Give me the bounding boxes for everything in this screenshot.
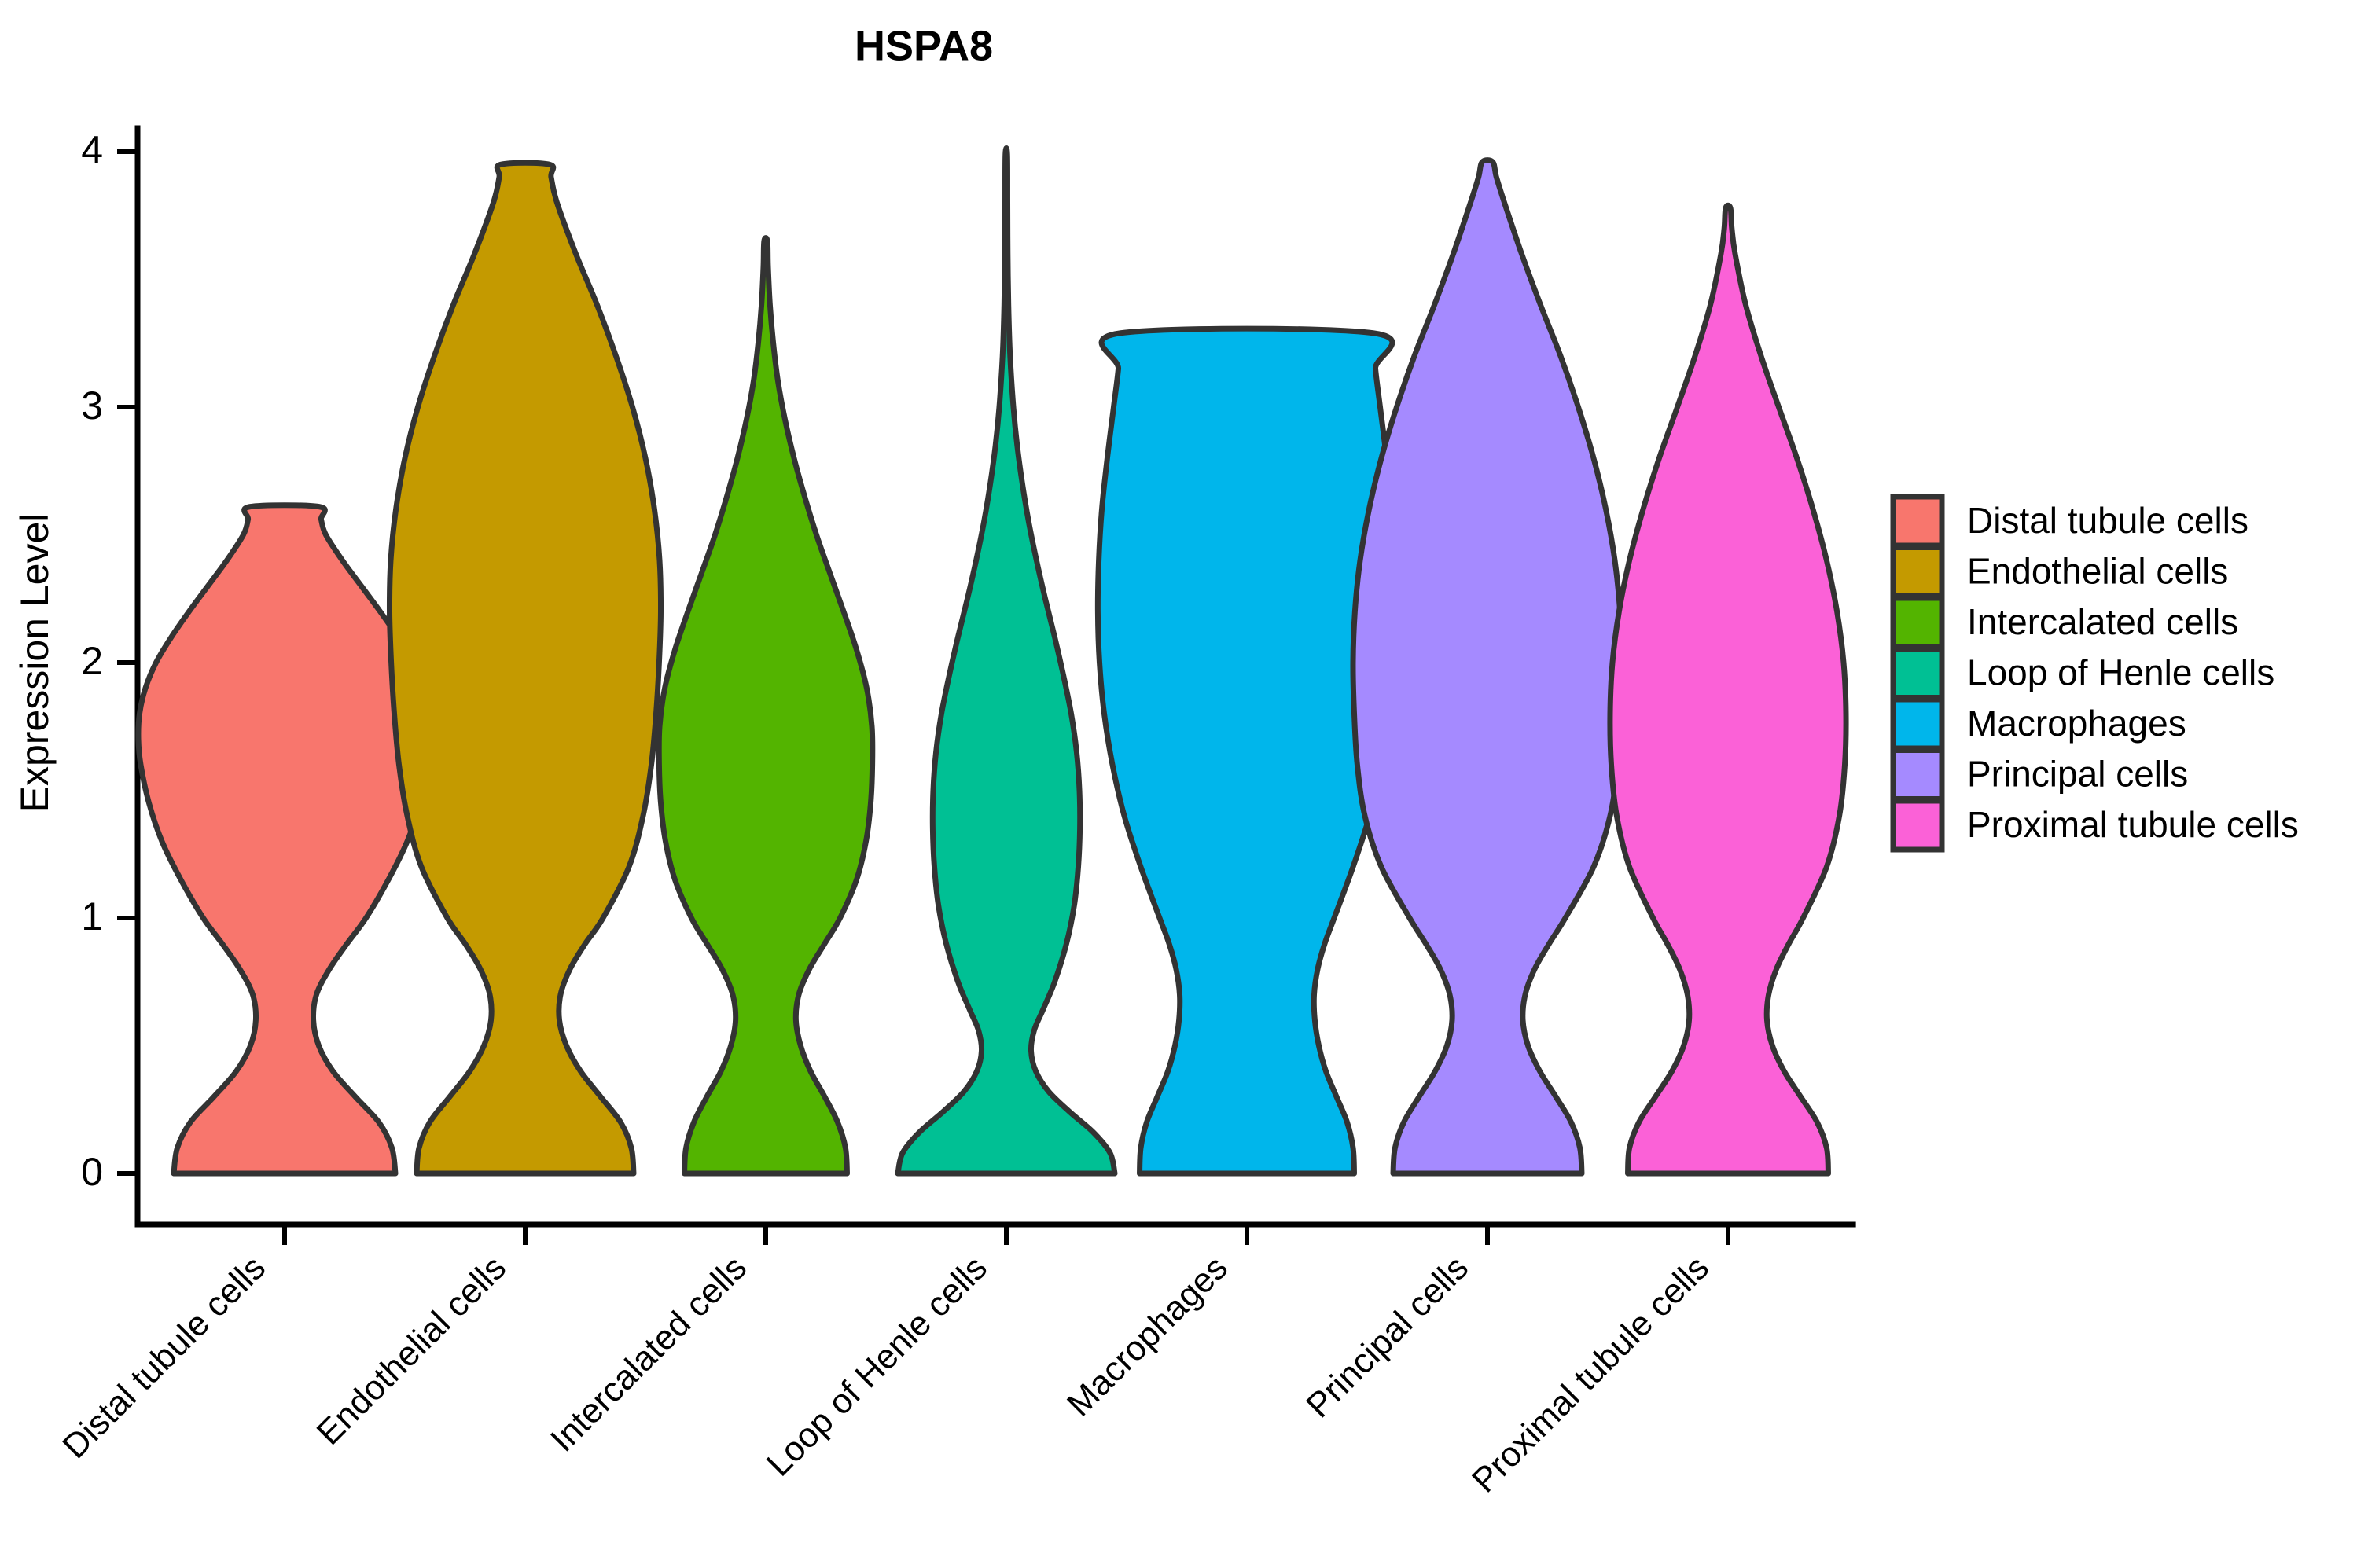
legend-swatch-6[interactable] xyxy=(1890,747,1945,802)
violin-shape xyxy=(895,145,1118,1177)
x-axis-label-4: Loop of Henle cells xyxy=(759,1248,995,1483)
legend-swatch-2[interactable] xyxy=(1890,545,1945,599)
legend: Distal tubule cells Endothelial cells Inte… xyxy=(1890,494,2299,853)
page-title: HSPA8 xyxy=(855,22,993,69)
legend-swatch-3[interactable] xyxy=(1890,595,1945,650)
legend-label-1: Distal tubule cells xyxy=(1967,500,2248,541)
violin-shape xyxy=(1094,325,1399,1177)
x-axis-label-7: Proximal tubule cells xyxy=(1465,1248,1716,1500)
legend-swatch-5[interactable] xyxy=(1890,696,1945,751)
violin-series-group xyxy=(135,145,1849,1177)
legend-label-5: Macrophages xyxy=(1967,703,2186,744)
legend-swatch-1[interactable] xyxy=(1890,494,1945,549)
x-axis-label-3: Intercalated cells xyxy=(543,1248,754,1459)
y-axis-title: Expression Level xyxy=(13,513,57,813)
violin-shape xyxy=(1607,202,1849,1177)
x-axis-category-labels: Distal tubule cells Endothelial cells Inte… xyxy=(55,1248,1716,1500)
violin-shape xyxy=(656,235,876,1177)
axes: 0 1 2 3 4 xyxy=(81,125,1856,1245)
x-axis-label-6: Principal cells xyxy=(1299,1248,1476,1425)
y-tick-label: 1 xyxy=(81,894,103,938)
legend-label-6: Principal cells xyxy=(1967,754,2188,795)
y-tick-label: 2 xyxy=(81,639,103,683)
legend-label-3: Intercalated cells xyxy=(1967,601,2238,642)
legend-label-2: Endothelial cells xyxy=(1967,551,2228,592)
y-tick-label: 0 xyxy=(81,1150,103,1194)
legend-label-7: Proximal tubule cells xyxy=(1967,804,2299,845)
x-axis-label-1: Distal tubule cells xyxy=(55,1248,273,1466)
y-tick-label: 3 xyxy=(81,384,103,428)
legend-swatch-4[interactable] xyxy=(1890,646,1945,700)
violin-shape xyxy=(135,502,434,1177)
x-axis-label-2: Endothelial cells xyxy=(310,1248,513,1452)
legend-label-4: Loop of Henle cells xyxy=(1967,652,2274,693)
legend-swatch-7[interactable] xyxy=(1890,798,1945,853)
violin-shape xyxy=(386,160,664,1177)
y-tick-label: 4 xyxy=(81,128,103,172)
x-axis-label-5: Macrophages xyxy=(1060,1248,1235,1423)
violin-shape xyxy=(1350,157,1625,1177)
